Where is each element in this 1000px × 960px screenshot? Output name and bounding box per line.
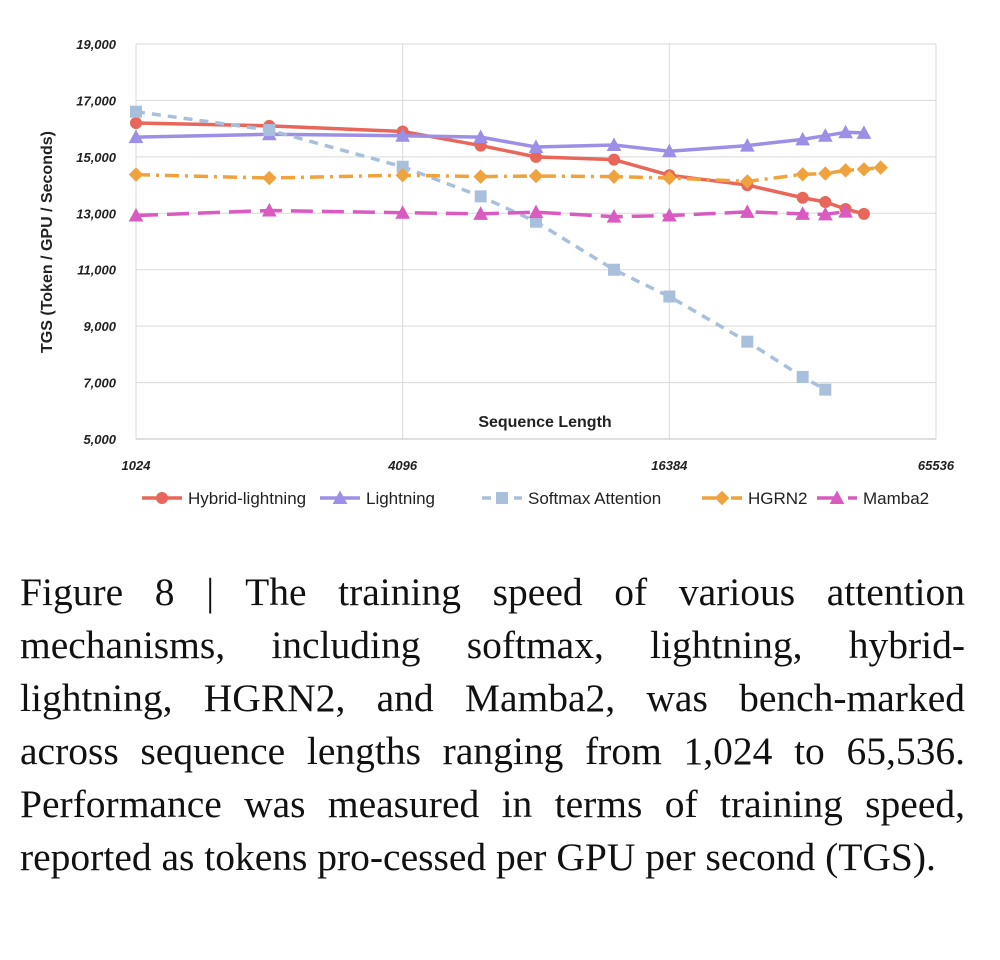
point-triangle [795, 131, 811, 146]
y-axis-tick-labels: 5,000 7,000 9,000 11,000 13,000 15,000 17,000 1… [76, 37, 117, 447]
point-triangle [829, 490, 845, 504]
series-line [135, 109, 827, 392]
point-triangle [261, 202, 277, 217]
legend-item: Softmax Attention [482, 489, 661, 508]
point-diamond [473, 169, 488, 184]
y-tick-label: 17,000 [76, 93, 117, 108]
legend-item: Hybrid-lightning [142, 489, 306, 508]
point-triangle [128, 207, 144, 222]
y-axis-title: TGS (Token / GPU / Seconds) [39, 131, 56, 353]
point-circle [156, 492, 168, 504]
legend-label: Lightning [366, 489, 435, 508]
x-tick-label: 16384 [651, 458, 688, 473]
series-hgrn2 [128, 160, 888, 189]
point-circle [796, 191, 809, 204]
point-diamond [818, 166, 833, 181]
y-tick-label: 19,000 [76, 37, 117, 52]
point-square [796, 370, 809, 383]
point-triangle [838, 124, 853, 139]
y-tick-label: 7,000 [83, 376, 116, 391]
point-triangle [661, 143, 677, 158]
point-diamond [856, 162, 872, 177]
point-triangle [817, 128, 833, 142]
legend: Hybrid-lightning Lightning Softmax Attenti… [142, 489, 929, 508]
point-diamond [262, 170, 277, 186]
legend-label: Hybrid-lightning [188, 489, 306, 508]
point-square [130, 105, 142, 118]
point-diamond [714, 490, 730, 506]
point-triangle [128, 129, 144, 144]
point-square [663, 290, 676, 303]
point-circle [819, 196, 832, 208]
line-chart: 5,000 7,000 9,000 11,000 13,000 15,000 17,000 1… [39, 37, 955, 508]
series-line [135, 121, 865, 216]
point-diamond [528, 168, 544, 184]
point-triangle [739, 204, 755, 218]
point-diamond [873, 160, 888, 175]
legend-item: Mamba2 [817, 489, 929, 508]
point-triangle [661, 207, 677, 222]
point-square [263, 124, 276, 137]
point-triangle [795, 206, 811, 220]
series-mamba2 [128, 202, 853, 223]
point-triangle [817, 206, 833, 221]
y-tick-label: 9,000 [83, 319, 116, 334]
x-axis-title: Sequence Length [478, 414, 611, 431]
point-diamond [128, 167, 144, 182]
point-triangle [473, 206, 489, 220]
point-diamond [740, 174, 755, 189]
point-square [741, 335, 754, 348]
legend-label: HGRN2 [748, 489, 808, 508]
point-circle [530, 150, 542, 163]
x-tick-label: 4096 [387, 458, 418, 473]
y-tick-label: 15,000 [76, 150, 117, 165]
legend-item: HGRN2 [702, 489, 808, 508]
point-triangle [838, 204, 853, 218]
point-circle [607, 153, 620, 166]
point-triangle [395, 128, 411, 142]
legend-label: Mamba2 [863, 489, 929, 508]
y-tick-label: 11,000 [77, 263, 117, 278]
point-circle [130, 117, 142, 129]
legend-item: Lightning [320, 489, 435, 508]
y-tick-label: 13,000 [76, 206, 117, 221]
point-diamond [795, 167, 810, 182]
point-square [607, 263, 620, 276]
point-triangle [528, 204, 544, 219]
point-triangle [528, 139, 544, 153]
point-triangle [606, 137, 622, 152]
series-softmax-attention [130, 105, 832, 396]
point-circle [857, 207, 870, 220]
point-square [496, 492, 508, 504]
point-triangle [606, 209, 622, 223]
point-triangle [332, 490, 348, 504]
series-group [128, 105, 888, 396]
figure-caption: Figure 8 | The training speed of various… [20, 570, 965, 879]
point-diamond [606, 169, 622, 184]
x-axis-tick-labels: 1024 4096 16384 65536 [122, 458, 955, 473]
point-triangle [856, 125, 872, 139]
legend-label: Softmax Attention [528, 489, 661, 508]
point-triangle [739, 138, 755, 152]
point-diamond [838, 163, 853, 178]
point-square [474, 190, 487, 203]
grid-lines [135, 43, 937, 440]
y-tick-label: 5,000 [83, 432, 116, 447]
series-lightning [128, 124, 872, 158]
point-diamond [662, 170, 677, 186]
point-square [819, 383, 832, 396]
x-tick-label: 65536 [918, 458, 955, 473]
point-triangle [473, 129, 489, 144]
x-tick-label: 1024 [122, 458, 152, 473]
series-hybrid-lightning [130, 117, 870, 220]
point-diamond [395, 167, 410, 183]
series-line [135, 165, 881, 184]
point-triangle [395, 205, 411, 219]
